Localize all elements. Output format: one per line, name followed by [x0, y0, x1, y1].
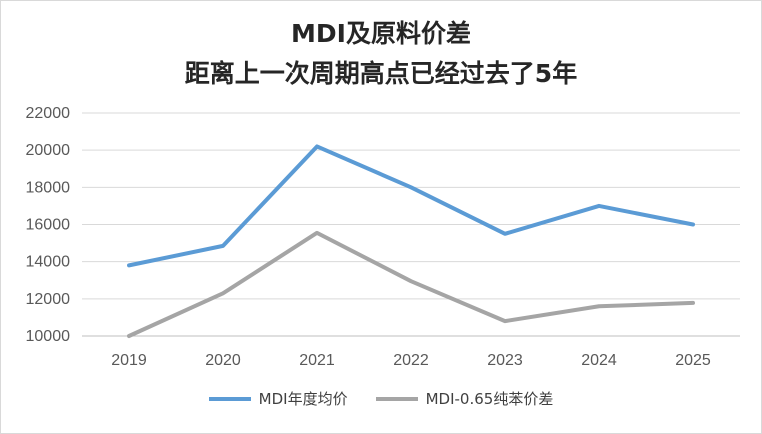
y-tick-label: 12000 — [26, 291, 71, 308]
x-tick-label: 2020 — [205, 352, 241, 369]
legend-label-mdi-price: MDI年度均价 — [258, 390, 348, 408]
chart-title-line-2: 距离上一次周期高点已经过去了5年 — [184, 59, 578, 88]
legend-swatch-mdi-price — [208, 396, 251, 401]
y-tick-label: 22000 — [26, 105, 71, 122]
x-tick-label: 2022 — [393, 352, 429, 369]
x-tick-label: 2021 — [299, 352, 335, 369]
x-tick-label: 2023 — [487, 352, 523, 369]
y-tick-label: 20000 — [26, 142, 71, 159]
legend-swatch-mdi-spread — [375, 396, 418, 401]
y-axis-ticks: 10000 12000 14000 16000 18000 20000 22000 — [26, 105, 71, 345]
y-tick-label: 16000 — [26, 217, 71, 234]
series-line-1 — [127, 230, 695, 338]
y-tick-label: 10000 — [26, 328, 71, 345]
x-tick-label: 2024 — [581, 352, 617, 369]
chart-title-line-1: MDI及原料价差 — [291, 19, 471, 48]
y-tick-label: 18000 — [26, 179, 71, 196]
legend-item-mdi-spread: MDI-0.65纯苯价差 — [375, 388, 554, 409]
legend-label-mdi-spread: MDI-0.65纯苯价差 — [425, 390, 554, 408]
y-tick-label: 14000 — [26, 254, 71, 271]
legend: MDI年度均价 MDI-0.65纯苯价差 — [0, 388, 762, 409]
legend-item-mdi-price: MDI年度均价 — [208, 388, 348, 409]
series-lines — [127, 144, 695, 338]
series-line-0 — [127, 144, 695, 268]
x-tick-label: 2019 — [111, 352, 147, 369]
x-axis-ticks: 2019 2020 2021 2022 2023 2024 2025 — [111, 352, 711, 369]
gridlines — [82, 112, 740, 337]
x-tick-label: 2025 — [675, 352, 711, 369]
